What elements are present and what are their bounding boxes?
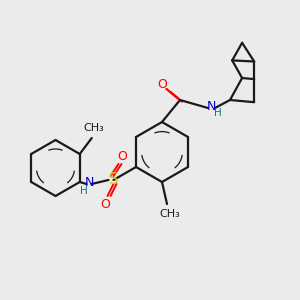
Text: N: N [206, 100, 216, 112]
Text: H: H [214, 108, 222, 118]
Text: S: S [109, 172, 118, 188]
Text: CH₃: CH₃ [83, 123, 104, 133]
Text: O: O [100, 197, 110, 211]
Text: CH₃: CH₃ [160, 209, 180, 219]
Text: N: N [85, 176, 94, 190]
Text: O: O [118, 149, 128, 163]
Text: O: O [158, 78, 167, 91]
Text: H: H [80, 186, 87, 196]
